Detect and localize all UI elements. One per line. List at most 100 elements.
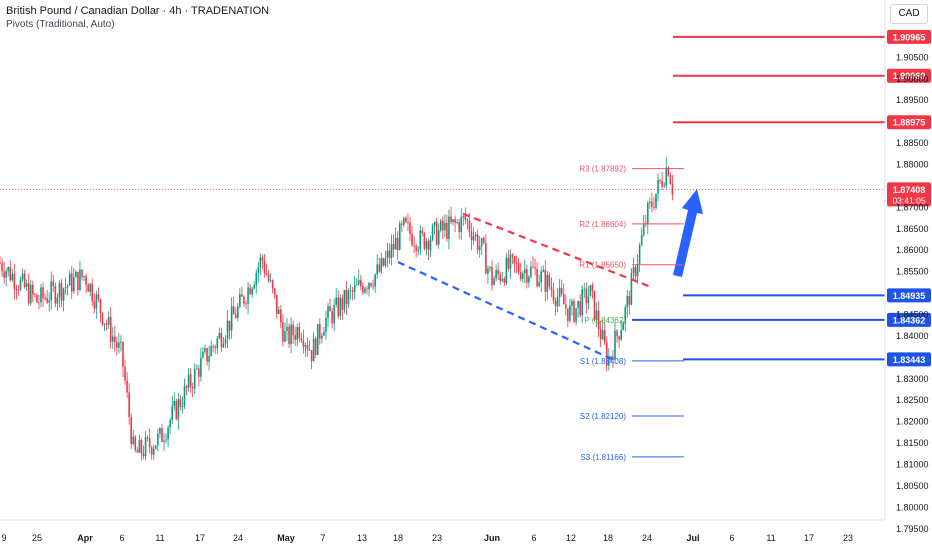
candle-body <box>29 284 32 304</box>
candle-body <box>275 294 278 314</box>
candle-body <box>362 285 364 293</box>
candle-body <box>509 254 512 269</box>
candle-body <box>126 380 128 393</box>
pivot-label: S3 (1.81166) <box>580 453 626 462</box>
candle-body <box>610 356 612 358</box>
candle-body <box>427 240 430 250</box>
candle-body <box>148 438 151 448</box>
candle-body <box>234 314 237 318</box>
candle-body <box>27 283 30 304</box>
time-axis[interactable]: 9 25 Apr 6 11 17 24 May 7 13 18 23 Jun 6 12 18 24 Jul 6 11 1… <box>0 519 885 543</box>
support-price-tag-bg <box>887 352 931 367</box>
candle-body <box>155 445 157 449</box>
candle-body <box>669 175 672 185</box>
candle-body <box>542 269 545 272</box>
candle-body <box>70 273 73 292</box>
candle-body <box>489 266 491 269</box>
candle-body <box>48 300 50 303</box>
candle-body <box>259 257 262 268</box>
candle-body <box>655 193 657 208</box>
candle-body <box>23 273 26 288</box>
candle-body <box>347 290 350 305</box>
candle-body <box>642 223 645 236</box>
candle-body <box>224 338 227 344</box>
candle-body <box>474 234 477 237</box>
candle-body <box>298 327 301 339</box>
candle-body <box>353 284 356 292</box>
price-axis[interactable]: 1.90500 1.90000 1.89500 1.88500 1.88000 1.870… <box>884 0 929 534</box>
candle-body <box>304 345 307 347</box>
candle-body <box>93 301 96 309</box>
candle-body <box>66 285 69 287</box>
candle-body <box>21 273 24 280</box>
time-tick-label: 11 <box>766 533 775 543</box>
price-tick-label: 1.89500 <box>896 95 929 105</box>
resistance-price-tag: 1.90060 <box>893 71 926 81</box>
candle-body <box>450 216 452 223</box>
candle-body <box>206 348 208 362</box>
support-price-tag: 1.84935 <box>893 291 926 301</box>
candle-body <box>251 288 253 295</box>
key-levels[interactable]: 1.90965 1.90060 1.88975 1.84935 1.84362 1.834… <box>0 29 931 367</box>
candle-body <box>114 336 116 343</box>
candle-body <box>372 285 374 287</box>
candle-body <box>603 330 606 343</box>
candle-body <box>228 320 231 331</box>
candle-body <box>335 297 337 305</box>
candle-body <box>405 217 407 223</box>
candle-body <box>300 338 303 341</box>
candle-body <box>478 246 481 250</box>
candle-body <box>214 347 217 349</box>
support-price-tag-bg <box>887 312 931 327</box>
candle-body <box>626 295 629 308</box>
trend-channel[interactable] <box>397 189 703 361</box>
candle-body <box>554 300 557 307</box>
candle-body <box>122 341 124 367</box>
candle-body <box>163 440 165 442</box>
candle-body <box>271 280 274 289</box>
candle-body <box>435 222 438 245</box>
time-tick-label: 13 <box>357 533 367 543</box>
candle-body <box>614 330 616 360</box>
candle-body <box>118 342 120 348</box>
candle-body <box>103 323 106 325</box>
channel-lower-line <box>397 261 613 361</box>
candle-body <box>581 289 583 316</box>
candle-body <box>202 351 204 358</box>
candle-body <box>565 304 567 309</box>
price-tick-label: 1.90000 <box>896 74 929 84</box>
candle-body <box>472 236 475 241</box>
candle-body <box>421 230 424 234</box>
candle-body <box>64 286 67 289</box>
candle-body <box>618 336 620 340</box>
candle-body <box>210 346 212 357</box>
candle-body <box>183 386 186 407</box>
candle-body <box>528 276 530 283</box>
candles <box>0 157 674 461</box>
candle-body <box>111 336 114 342</box>
candle-body <box>134 436 137 451</box>
candle-body <box>651 201 653 207</box>
candle-body <box>193 368 196 389</box>
candle-body <box>54 286 57 304</box>
candle-body <box>657 179 659 194</box>
candle-body <box>150 447 153 455</box>
candle-body <box>388 250 391 258</box>
candle-body <box>343 289 346 310</box>
currency-button[interactable]: CAD <box>890 4 928 24</box>
candle-body <box>429 239 432 250</box>
candle-body <box>636 263 639 277</box>
candle-body <box>159 428 161 434</box>
candle-body <box>286 326 288 332</box>
candle-body <box>200 357 202 377</box>
candle-body <box>109 317 112 342</box>
candle-body <box>278 309 280 314</box>
candle-body <box>124 366 126 381</box>
candle-body <box>638 245 641 264</box>
candle-body <box>532 266 534 268</box>
price-tick-label: 1.79500 <box>896 524 929 534</box>
resistance-price-tag-bg <box>887 68 931 83</box>
candle-body <box>198 368 200 377</box>
candle-body <box>46 298 48 303</box>
